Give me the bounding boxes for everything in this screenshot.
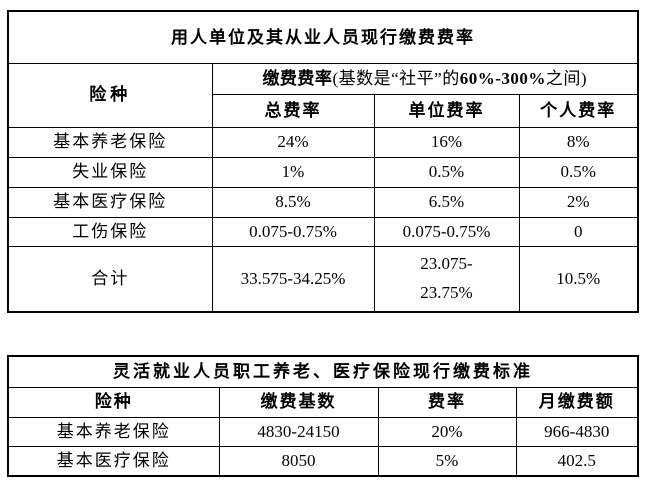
table2-title: 灵活就业人员职工养老、医疗保险现行缴费标准 [7,355,639,388]
cell-personal-rate: 2% [518,186,639,218]
rate-header-suffix: 之间) [545,68,588,88]
table1-rate-header: 缴费费率(基数是“社平”的60%-300%之间) [211,62,639,95]
table2-header-insurance-type: 险种 [7,386,220,418]
table-row-total: 合计 33.575-34.25% 23.075-23.75% 10.5% [7,245,639,313]
table1-title: 用人单位及其从业人员现行缴费费率 [7,10,639,64]
table-row: 工伤保险 0.075-0.75% 0.075-0.75% 0 [7,216,639,247]
cell-total-rate: 33.575-34.25% [211,245,375,313]
table-row: 基本养老保险 4830-24150 20% 966-4830 [7,416,639,447]
table-row: 基本医疗保险 8.5% 6.5% 2% [7,186,639,218]
row-label: 基本养老保险 [7,126,213,158]
table-row: 险种 缴费基数 费率 月缴费额 [7,386,639,418]
table2-header-monthly-amount: 月缴费额 [515,386,639,418]
table-row: 失业保险 1% 0.5% 0.5% [7,156,639,188]
cell-payment-base: 4830-24150 [218,416,379,447]
table-row: 灵活就业人员职工养老、医疗保险现行缴费标准 [7,355,639,388]
table2-header-payment-base: 缴费基数 [218,386,379,418]
row-label: 基本养老保险 [7,416,220,447]
table1-subheader-personal-rate: 个人费率 [518,93,639,128]
table2-header-rate: 费率 [377,386,517,418]
row-label: 失业保险 [7,156,213,188]
cell-total-rate: 1% [211,156,375,188]
cell-rate: 5% [377,445,517,477]
table1-subheader-employer-rate: 单位费率 [373,93,520,128]
flexible-employment-table: 灵活就业人员职工养老、医疗保险现行缴费标准 险种 缴费基数 费率 月缴费额 基本… [7,355,639,477]
rate-header-mid: (基数是“社平”的 [332,68,460,88]
cell-employer-rate: 0.075-0.75% [373,216,520,247]
table-row: 用人单位及其从业人员现行缴费费率 [7,10,639,64]
employer-rates-table: 用人单位及其从业人员现行缴费费率 险种 缴费费率(基数是“社平”的60%-300… [7,10,639,313]
table-row: 险种 缴费费率(基数是“社平”的60%-300%之间) [7,62,639,128]
cell-employer-rate: 23.075-23.75% [373,245,520,313]
cell-total-rate: 8.5% [211,186,375,218]
cell-monthly-amount: 402.5 [515,445,639,477]
cell-personal-rate: 10.5% [518,245,639,313]
table1-subheader-total-rate: 总费率 [211,93,375,128]
rate-header-bold-prefix: 缴费费率 [262,68,333,88]
cell-personal-rate: 0.5% [518,156,639,188]
table-row: 基本医疗保险 8050 5% 402.5 [7,445,639,477]
row-label: 工伤保险 [7,216,213,247]
row-label-total: 合计 [7,245,213,313]
cell-personal-rate: 0 [518,216,639,247]
cell-employer-rate: 0.5% [373,156,520,188]
cell-employer-rate: 6.5% [373,186,520,218]
employer-total-range: 23.075-23.75% [420,253,473,302]
cell-payment-base: 8050 [218,445,379,477]
cell-total-rate: 0.075-0.75% [211,216,375,247]
rate-header-range: 60%-300% [459,68,546,88]
cell-monthly-amount: 966-4830 [515,416,639,447]
cell-employer-rate: 16% [373,126,520,158]
cell-personal-rate: 8% [518,126,639,158]
table-row: 基本养老保险 24% 16% 8% [7,126,639,158]
row-label: 基本医疗保险 [7,186,213,218]
cell-total-rate: 24% [211,126,375,158]
table1-rowheader-insurance-type: 险种 [7,62,213,128]
row-label: 基本医疗保险 [7,445,220,477]
table-row: 总费率 单位费率 个人费率 [8,93,639,128]
cell-rate: 20% [377,416,517,447]
